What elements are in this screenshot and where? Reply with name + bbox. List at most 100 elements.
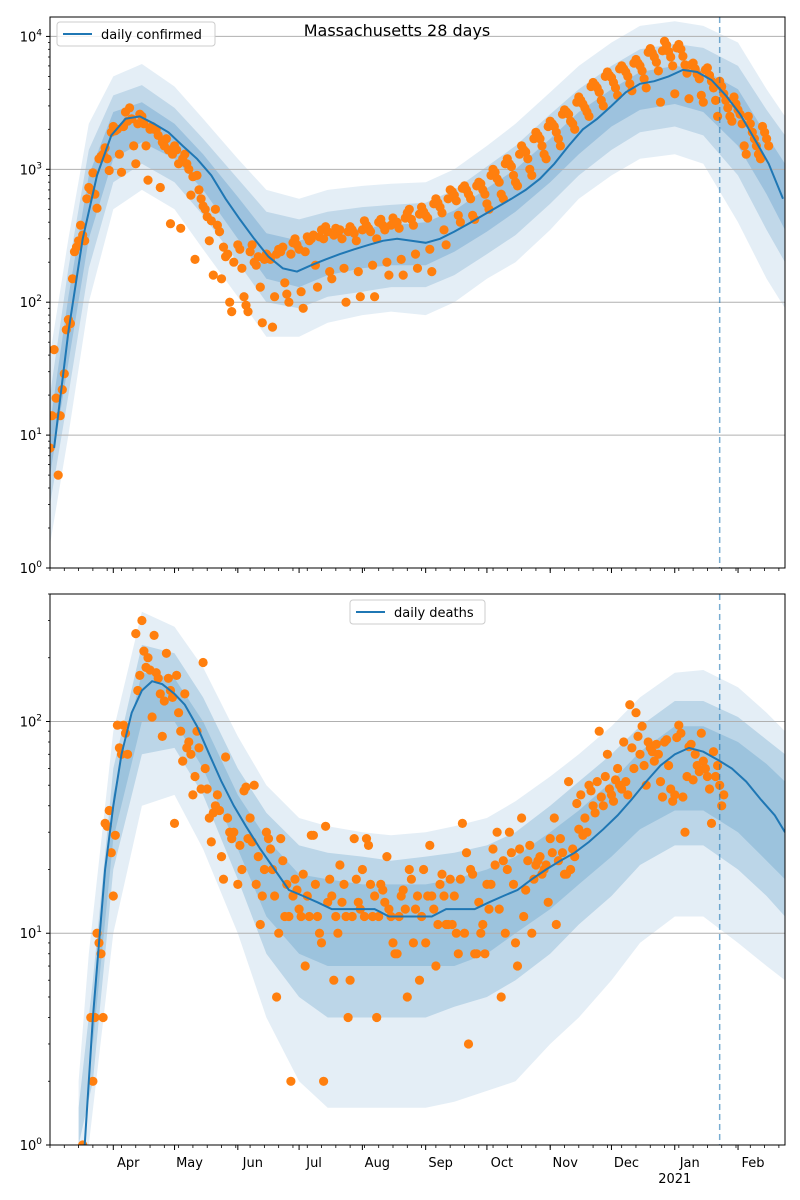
- data-point: [267, 322, 278, 332]
- data-point: [319, 234, 329, 244]
- data-point: [82, 194, 92, 204]
- data-point: [155, 182, 165, 193]
- data-point: [337, 897, 347, 907]
- data-point: [312, 911, 323, 922]
- data-point: [419, 864, 429, 875]
- data-point: [227, 307, 237, 317]
- data-point: [741, 149, 751, 159]
- data-point: [435, 879, 445, 890]
- data-point: [468, 869, 478, 879]
- data-point: [494, 177, 504, 187]
- data-point: [368, 260, 378, 270]
- data-point: [466, 194, 476, 204]
- data-point: [564, 109, 574, 119]
- data-point: [596, 792, 606, 802]
- uncertainty-band-2: [50, 65, 785, 476]
- data-point: [382, 257, 392, 267]
- data-point: [549, 813, 559, 823]
- data-point: [613, 763, 623, 774]
- data-point: [257, 318, 267, 328]
- data-point: [512, 961, 523, 971]
- data-point: [235, 244, 245, 254]
- data-point: [257, 891, 267, 901]
- data-point: [325, 874, 335, 884]
- uncertainty-band-0: [50, 21, 785, 545]
- data-point: [200, 763, 210, 774]
- data-point: [461, 848, 472, 858]
- deaths-axes: 100 101 102: [20, 593, 786, 1154]
- data-point: [184, 164, 194, 174]
- data-point: [245, 813, 255, 823]
- data-point: [441, 240, 451, 250]
- data-point: [284, 297, 294, 307]
- data-point: [398, 885, 408, 895]
- data-point: [406, 874, 416, 884]
- data-point: [639, 760, 649, 771]
- data-point: [272, 992, 282, 1002]
- data-point: [425, 840, 435, 851]
- data-point: [755, 154, 766, 164]
- data-point: [702, 771, 713, 782]
- data-point: [414, 975, 425, 985]
- data-point: [463, 1039, 474, 1049]
- data-point: [278, 856, 288, 866]
- data-point: [186, 190, 196, 200]
- data-point: [351, 236, 361, 246]
- data-point: [331, 911, 341, 922]
- data-point: [286, 249, 296, 259]
- data-point: [641, 83, 651, 93]
- x-tick-label: Oct: [491, 1156, 513, 1171]
- data-point: [363, 840, 374, 851]
- data-point: [316, 938, 327, 948]
- data-point: [527, 928, 537, 938]
- data-point: [296, 287, 306, 297]
- y-tick-label: 100: [20, 560, 43, 577]
- data-point: [247, 240, 257, 250]
- data-point: [404, 864, 414, 875]
- data-point: [476, 928, 486, 938]
- data-point: [684, 94, 694, 104]
- data-point: [214, 227, 225, 237]
- legend: daily deaths: [349, 599, 486, 625]
- data-point: [137, 615, 147, 626]
- uncertainty-band-0: [78, 611, 785, 1145]
- data-point: [625, 700, 635, 710]
- data-point: [249, 780, 259, 790]
- data-point: [764, 141, 774, 151]
- data-point: [412, 891, 423, 901]
- data-point: [165, 219, 176, 229]
- data-point: [553, 134, 564, 144]
- data-point: [655, 777, 666, 787]
- data-point: [586, 786, 596, 796]
- data-point: [592, 777, 602, 787]
- data-point: [214, 805, 225, 816]
- data-point: [357, 864, 367, 875]
- data-point: [153, 130, 163, 140]
- data-point: [92, 203, 102, 213]
- data-point: [116, 167, 127, 177]
- data-point: [259, 864, 269, 875]
- data-point: [50, 411, 57, 421]
- data-point: [506, 848, 516, 858]
- deaths-panel: 100 101 102 daily deaths: [20, 593, 786, 1154]
- data-point: [498, 856, 508, 866]
- data-point: [678, 51, 688, 61]
- data-point: [335, 860, 345, 870]
- data-point: [325, 267, 335, 277]
- data-point: [374, 911, 384, 922]
- data-point: [216, 274, 227, 284]
- data-point: [98, 1012, 108, 1023]
- data-point: [676, 44, 686, 54]
- data-point: [525, 840, 535, 851]
- chart-title: Massachusetts 28 days: [304, 21, 491, 40]
- data-point: [135, 670, 145, 681]
- data-point: [541, 154, 551, 164]
- data-point: [339, 879, 349, 890]
- data-point: [298, 869, 308, 879]
- data-point: [657, 792, 668, 802]
- data-point: [690, 749, 700, 759]
- data-point: [225, 297, 235, 307]
- data-point: [433, 919, 443, 930]
- data-point: [670, 89, 680, 99]
- data-point: [335, 225, 345, 235]
